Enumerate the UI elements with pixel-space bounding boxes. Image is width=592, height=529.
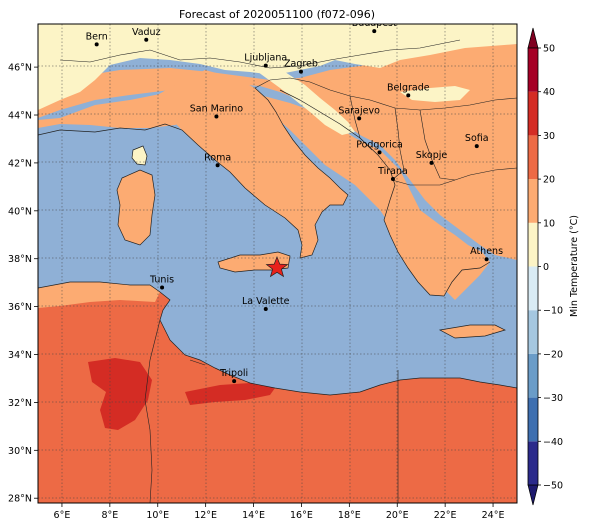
sardinia-land xyxy=(117,170,155,245)
city-label: Budapest xyxy=(352,18,397,29)
x-tick-label: 20°E xyxy=(386,510,409,521)
y-axis: 28°N 30°N 32°N 34°N 36°N 38°N 40°N 42°N 44°N 46°N xyxy=(8,63,38,505)
x-axis: 6°E 8°E 10°E 12°E 14°E 16°E 18°E 20°E 22°E 24°E xyxy=(54,503,505,521)
temperature-zone-hot-spot-b xyxy=(185,383,275,405)
city-marker xyxy=(474,144,479,149)
temperature-zone-north-africa-coast xyxy=(38,282,160,308)
x-tick-label: 16°E xyxy=(290,510,313,521)
city-marker xyxy=(484,257,489,262)
colorbar-tick-label: −10 xyxy=(543,306,563,317)
y-tick-label: 40°N xyxy=(8,206,32,217)
colorbar-tick-label: 20 xyxy=(543,175,555,186)
colorbar-bin xyxy=(528,91,538,136)
x-tick-label: 14°E xyxy=(242,510,265,521)
colorbar-bin xyxy=(528,353,538,398)
event-star-marker xyxy=(265,256,289,278)
city-label: Belgrade xyxy=(387,82,430,93)
greece-land xyxy=(384,200,490,296)
x-tick-label: 22°E xyxy=(434,510,457,521)
city-marker xyxy=(144,37,149,42)
city-marker xyxy=(263,307,268,312)
city-label: Ljubljana xyxy=(244,53,287,64)
city-label: Tirana xyxy=(377,166,408,177)
city-label: La Valette xyxy=(242,296,290,307)
city-marker xyxy=(377,150,382,155)
x-tick-label: 8°E xyxy=(101,510,118,521)
city-label: Skopje xyxy=(416,150,448,161)
colorbar-tick-label: 0 xyxy=(543,262,549,273)
city-label: Podgorica xyxy=(356,139,403,150)
city-label: Sarajevo xyxy=(338,105,380,116)
colorbar-bin xyxy=(528,48,538,92)
colorbar-tick-label: 50 xyxy=(543,44,555,55)
city-label: Roma xyxy=(204,152,231,163)
city-marker xyxy=(263,63,268,68)
city-marker xyxy=(94,42,99,47)
temperature-zone-hot-spot-a xyxy=(88,358,152,430)
colorbar-tick-label: −40 xyxy=(543,437,563,448)
colorbar-tick-label: −30 xyxy=(543,393,563,404)
temperature-zone-italy xyxy=(152,70,348,258)
colorbar-bin xyxy=(528,441,538,485)
colorbar-over-extension xyxy=(527,27,539,49)
figure-title: Forecast of 2020051100 (f072-096) xyxy=(179,8,375,21)
y-tick-label: 28°N xyxy=(8,494,32,505)
city-marker xyxy=(160,285,165,290)
colorbar-bin xyxy=(528,179,538,223)
city-marker xyxy=(214,114,219,119)
city-marker xyxy=(298,69,303,74)
x-tick-label: 18°E xyxy=(338,510,361,521)
y-tick-label: 32°N xyxy=(8,398,32,409)
colorbar-under-extension xyxy=(527,484,539,506)
y-tick-label: 38°N xyxy=(8,254,32,265)
city-label: Sofia xyxy=(465,133,489,144)
x-tick-label: 10°E xyxy=(146,510,169,521)
map-frame xyxy=(37,23,518,504)
gridlines xyxy=(38,24,517,503)
colorbar-bin xyxy=(528,135,538,180)
colorbar-tick-label: 30 xyxy=(543,131,555,142)
y-tick-label: 36°N xyxy=(8,302,32,313)
city-label: Zagreb xyxy=(284,59,318,70)
city-label: Bern xyxy=(86,31,108,42)
corsica-land xyxy=(132,146,147,165)
city-marker xyxy=(390,176,395,181)
colorbar-bin xyxy=(528,310,538,354)
y-tick-label: 44°N xyxy=(8,111,32,122)
city-marker xyxy=(406,93,411,98)
city-label: Vaduz xyxy=(132,27,161,38)
colorbar-label: Min Temperature (°C) xyxy=(569,215,580,317)
city-label: Athens xyxy=(470,246,503,257)
colorbar-bin xyxy=(528,266,538,311)
city-marker xyxy=(429,160,434,165)
city-marker xyxy=(357,116,362,121)
x-tick-label: 6°E xyxy=(54,510,71,521)
colorbar-bin xyxy=(528,222,538,267)
city-label: San Marino xyxy=(190,103,243,114)
colorbar-tick-label: 40 xyxy=(543,87,555,98)
x-tick-label: 24°E xyxy=(482,510,505,521)
x-tick-label: 12°E xyxy=(194,510,217,521)
colorbar: −50 −40 −30 −20 −10 0 10 20 30 40 50 xyxy=(527,27,563,506)
colorbar-bin xyxy=(528,397,538,442)
city-marker xyxy=(372,29,377,34)
colorbar-tick-label: −20 xyxy=(543,349,563,360)
temperature-zone-balkan-mountains-cold xyxy=(400,86,470,102)
city-marker xyxy=(215,163,220,168)
city-marker xyxy=(232,379,237,384)
y-tick-label: 46°N xyxy=(8,63,32,74)
city-label: Tunis xyxy=(149,274,174,285)
colorbar-tick-label: 10 xyxy=(543,218,555,229)
y-tick-label: 34°N xyxy=(8,350,32,361)
coastlines xyxy=(38,87,517,396)
y-tick-label: 30°N xyxy=(8,446,32,457)
colorbar-tick-label: −50 xyxy=(543,481,563,492)
city-label: Tripoli xyxy=(219,368,248,379)
y-tick-label: 42°N xyxy=(8,158,32,169)
